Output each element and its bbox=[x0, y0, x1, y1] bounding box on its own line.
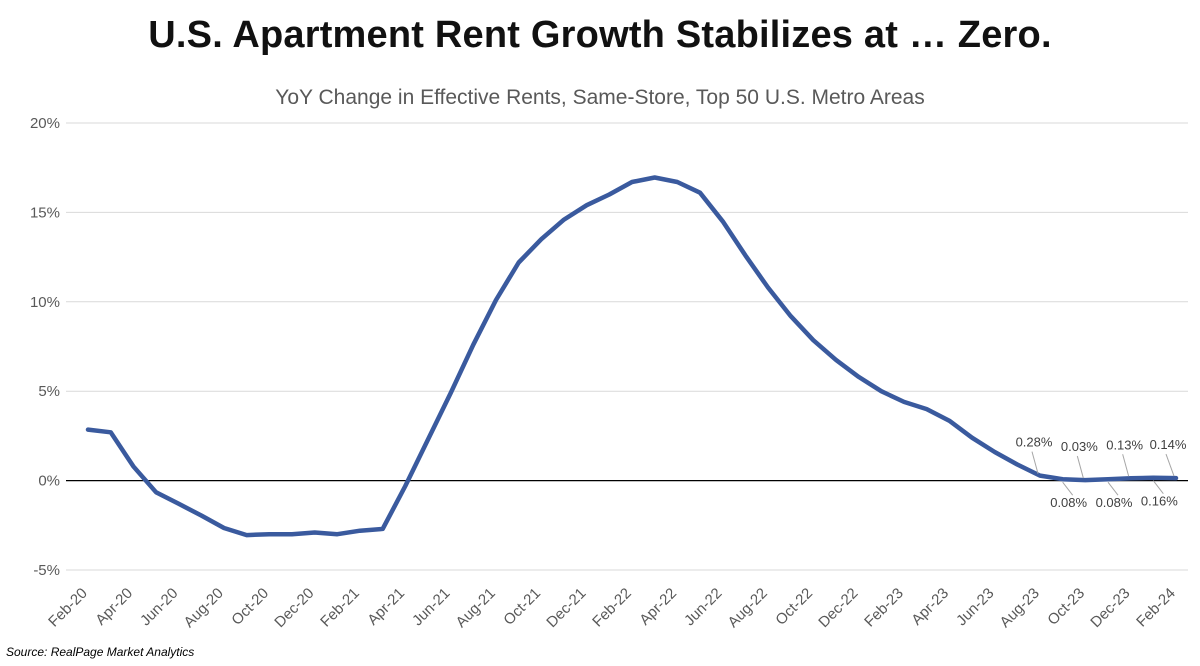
y-tick-label: 15% bbox=[30, 204, 60, 221]
data-labels: 0.28% 0.08% 0.03% 0.08% 0.13% 0.16% 0.14% bbox=[1016, 435, 1187, 511]
x-tick-label: Apr-21 bbox=[364, 585, 408, 629]
x-tick-label: Feb-20 bbox=[45, 585, 91, 631]
x-tick-label: Jun-23 bbox=[953, 585, 997, 629]
chart-title: U.S. Apartment Rent Growth Stabilizes at… bbox=[148, 14, 1052, 56]
data-label: 0.08% bbox=[1096, 495, 1133, 510]
leader-line bbox=[1031, 451, 1039, 474]
leader-line bbox=[1122, 454, 1130, 477]
x-tick-label: Dec-22 bbox=[815, 585, 861, 631]
data-label: 0.08% bbox=[1050, 495, 1087, 510]
x-tick-label: Apr-23 bbox=[908, 585, 952, 629]
x-tick-label: Oct-21 bbox=[500, 585, 544, 629]
x-tick-label: Jun-22 bbox=[681, 585, 725, 629]
x-tick-label: Aug-21 bbox=[453, 585, 499, 631]
leader-line bbox=[1076, 455, 1084, 479]
x-tick-label: Oct-23 bbox=[1044, 585, 1088, 629]
x-tick-label: Apr-22 bbox=[636, 585, 680, 629]
series-line-path bbox=[85, 175, 1179, 538]
y-tick-label: 5% bbox=[38, 383, 60, 400]
x-tick-label: Dec-21 bbox=[543, 585, 589, 631]
series-line bbox=[85, 175, 1179, 538]
x-tick-label: Aug-23 bbox=[997, 585, 1043, 631]
gridlines bbox=[66, 122, 1188, 571]
x-tick-label: Feb-23 bbox=[861, 585, 907, 631]
leader-line bbox=[1107, 481, 1119, 496]
chart-subtitle: YoY Change in Effective Rents, Same-Stor… bbox=[275, 86, 925, 109]
x-tick-label: Oct-20 bbox=[228, 585, 272, 629]
x-tick-label: Aug-22 bbox=[725, 585, 771, 631]
source-note: Source: RealPage Market Analytics bbox=[6, 645, 195, 659]
x-tick-label: Aug-20 bbox=[181, 585, 227, 631]
y-tick-label: 0% bbox=[38, 473, 60, 490]
x-tick-label: Apr-20 bbox=[92, 585, 136, 629]
y-tick-label: -5% bbox=[33, 562, 60, 579]
data-label: 0.03% bbox=[1061, 439, 1098, 454]
leader-line bbox=[1152, 480, 1164, 495]
data-label: 0.28% bbox=[1016, 435, 1053, 450]
x-tick-label: Dec-23 bbox=[1087, 585, 1133, 631]
x-tick-label: Jun-20 bbox=[137, 585, 181, 629]
x-axis: Feb-20 Apr-20 Jun-20 Aug-20 Oct-20 Dec-20 Feb-… bbox=[45, 585, 1179, 631]
data-label: 0.16% bbox=[1141, 494, 1178, 509]
data-label: 0.13% bbox=[1106, 437, 1143, 452]
x-tick-label: Oct-22 bbox=[772, 585, 816, 629]
data-label: 0.14% bbox=[1150, 437, 1187, 452]
y-axis: -5% 0% 5% 10% 15% 20% bbox=[30, 115, 60, 579]
leader-line bbox=[1062, 481, 1074, 496]
y-tick-label: 10% bbox=[30, 294, 60, 311]
x-tick-label: Feb-24 bbox=[1133, 585, 1179, 631]
x-tick-label: Feb-21 bbox=[317, 585, 363, 631]
x-tick-label: Dec-20 bbox=[271, 585, 317, 631]
y-tick-label: 20% bbox=[30, 115, 60, 132]
x-tick-label: Feb-22 bbox=[589, 585, 635, 631]
leader-line bbox=[1165, 453, 1175, 477]
x-tick-label: Jun-21 bbox=[409, 585, 453, 629]
